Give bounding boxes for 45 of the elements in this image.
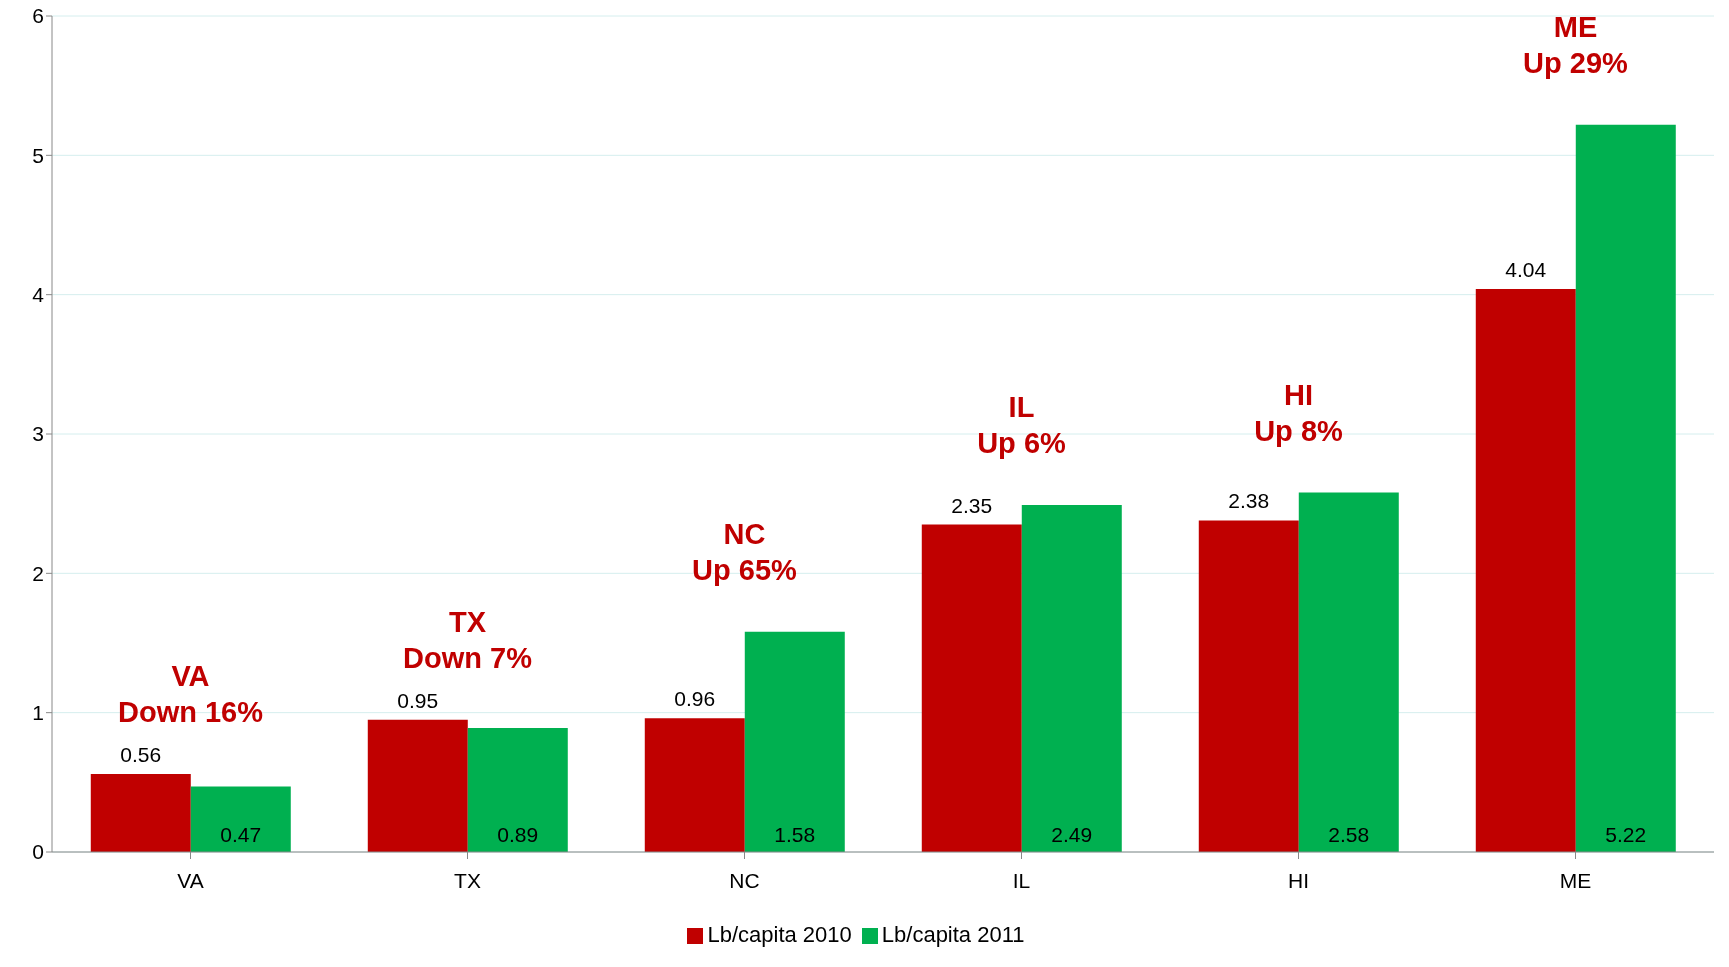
bar: [467, 727, 568, 852]
data-label: 0.56: [120, 742, 162, 766]
annotation: IL Up 6%: [977, 391, 1067, 460]
bar: [644, 718, 745, 852]
bar: [1298, 492, 1399, 852]
data-label: 0.96: [674, 687, 716, 711]
y-tick-label: 0: [32, 840, 44, 864]
bar: [1475, 289, 1576, 852]
bar: [190, 786, 291, 852]
y-tick-label: 2: [32, 561, 44, 585]
annotation: TX Down 7%: [403, 605, 533, 674]
data-label: 2.35: [951, 493, 993, 517]
bar: [1575, 124, 1676, 852]
bar: [921, 524, 1022, 852]
data-label: 2.49: [1051, 823, 1093, 846]
x-tick-label: NC: [729, 868, 760, 892]
bar: [367, 719, 468, 852]
y-tick-label: 6: [32, 4, 44, 28]
y-tick-label: 1: [32, 701, 44, 725]
data-label: 4.04: [1505, 258, 1547, 282]
data-label: 0.89: [497, 823, 539, 846]
y-tick-label: 3: [32, 422, 44, 446]
y-tick-label: 5: [32, 143, 44, 167]
x-tick-label: IL: [1012, 868, 1031, 892]
data-label: 0.95: [397, 688, 439, 712]
x-tick-label: ME: [1559, 868, 1592, 892]
annotation: NC Up 65%: [692, 517, 798, 586]
data-label: 2.58: [1328, 823, 1370, 846]
data-label: 5.22: [1605, 823, 1647, 846]
bar: [1021, 505, 1122, 852]
legend-label: Lb/capita 2010: [707, 922, 852, 947]
data-label: 2.38: [1228, 489, 1270, 513]
bar: [1198, 520, 1299, 852]
bar: [90, 773, 191, 852]
data-label: 1.58: [774, 823, 816, 846]
annotation: ME Up 29%: [1523, 10, 1629, 79]
bar: [744, 631, 845, 852]
annotation: VA Down 16%: [117, 659, 264, 728]
x-tick-label: HI: [1288, 868, 1309, 892]
data-label: 0.47: [220, 823, 262, 846]
annotation: HI Up 8%: [1254, 378, 1344, 447]
x-tick-label: VA: [177, 868, 204, 892]
legend-label: Lb/capita 2011: [881, 922, 1025, 947]
y-tick-label: 4: [32, 283, 45, 307]
x-tick-label: TX: [454, 868, 481, 892]
